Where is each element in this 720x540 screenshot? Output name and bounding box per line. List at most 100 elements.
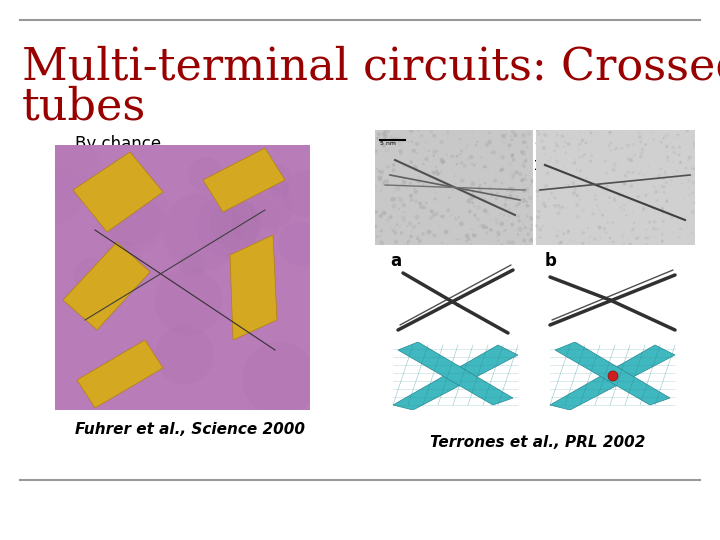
- Circle shape: [647, 236, 650, 240]
- Circle shape: [606, 221, 608, 224]
- Circle shape: [606, 172, 608, 174]
- Circle shape: [561, 191, 562, 192]
- Circle shape: [380, 141, 383, 144]
- Circle shape: [678, 145, 681, 149]
- Circle shape: [670, 141, 671, 143]
- Circle shape: [521, 151, 526, 156]
- Circle shape: [451, 167, 453, 169]
- Circle shape: [593, 218, 595, 220]
- Circle shape: [644, 194, 647, 197]
- Circle shape: [468, 199, 469, 200]
- Circle shape: [553, 196, 557, 200]
- Circle shape: [392, 141, 395, 144]
- Circle shape: [568, 185, 570, 186]
- Circle shape: [392, 137, 397, 141]
- Circle shape: [478, 226, 480, 227]
- Circle shape: [590, 141, 592, 142]
- Circle shape: [401, 177, 406, 182]
- Circle shape: [412, 148, 416, 153]
- Circle shape: [524, 226, 526, 229]
- Circle shape: [500, 182, 503, 184]
- Circle shape: [410, 231, 412, 232]
- Circle shape: [642, 180, 643, 181]
- Circle shape: [576, 169, 577, 171]
- Circle shape: [430, 231, 431, 232]
- Circle shape: [377, 139, 379, 140]
- Circle shape: [589, 241, 590, 242]
- Circle shape: [496, 191, 499, 194]
- Circle shape: [561, 134, 564, 138]
- Circle shape: [521, 178, 524, 182]
- Circle shape: [443, 160, 446, 163]
- Circle shape: [510, 240, 515, 245]
- Circle shape: [498, 233, 500, 236]
- Circle shape: [679, 161, 682, 164]
- Circle shape: [446, 131, 449, 134]
- Circle shape: [470, 243, 472, 245]
- Circle shape: [520, 179, 523, 183]
- Circle shape: [523, 177, 527, 181]
- Circle shape: [662, 163, 663, 164]
- Text: tubes: tubes: [22, 85, 146, 128]
- Circle shape: [477, 206, 481, 210]
- Circle shape: [548, 160, 549, 161]
- Circle shape: [556, 153, 557, 155]
- Circle shape: [594, 238, 595, 239]
- Circle shape: [440, 170, 443, 173]
- Circle shape: [409, 181, 412, 185]
- Circle shape: [503, 194, 507, 198]
- Circle shape: [684, 167, 688, 170]
- Circle shape: [495, 219, 498, 222]
- Circle shape: [670, 215, 674, 219]
- Circle shape: [585, 177, 588, 179]
- Circle shape: [422, 206, 426, 210]
- Circle shape: [424, 186, 426, 187]
- Circle shape: [555, 160, 559, 163]
- Circle shape: [468, 210, 472, 213]
- Circle shape: [496, 231, 500, 235]
- Circle shape: [544, 133, 547, 137]
- Circle shape: [392, 204, 396, 208]
- Circle shape: [624, 204, 626, 206]
- Circle shape: [556, 133, 559, 136]
- Circle shape: [640, 152, 644, 156]
- Circle shape: [589, 242, 590, 244]
- Circle shape: [495, 222, 498, 225]
- Circle shape: [459, 153, 462, 155]
- Circle shape: [413, 190, 418, 194]
- Circle shape: [485, 226, 488, 229]
- Circle shape: [382, 131, 387, 136]
- Circle shape: [692, 180, 696, 184]
- Circle shape: [456, 154, 459, 158]
- Circle shape: [446, 208, 450, 212]
- Circle shape: [384, 148, 388, 152]
- Circle shape: [610, 150, 612, 152]
- Circle shape: [557, 204, 559, 206]
- Circle shape: [455, 183, 456, 185]
- Circle shape: [629, 242, 632, 245]
- Circle shape: [418, 182, 420, 184]
- Circle shape: [660, 207, 664, 211]
- Circle shape: [418, 240, 421, 244]
- Circle shape: [608, 144, 611, 147]
- Circle shape: [420, 134, 423, 138]
- Circle shape: [516, 171, 518, 173]
- Circle shape: [647, 165, 649, 167]
- Circle shape: [575, 159, 576, 161]
- Circle shape: [541, 140, 544, 143]
- Circle shape: [546, 185, 548, 186]
- Circle shape: [581, 141, 582, 142]
- Circle shape: [623, 243, 626, 246]
- Circle shape: [631, 156, 633, 158]
- Circle shape: [465, 234, 469, 239]
- Circle shape: [428, 150, 430, 151]
- Circle shape: [576, 215, 580, 219]
- Circle shape: [543, 163, 547, 167]
- Circle shape: [381, 211, 385, 215]
- Circle shape: [497, 239, 500, 242]
- Circle shape: [520, 150, 523, 154]
- Text: Terrones et al., PRL 2002: Terrones et al., PRL 2002: [430, 435, 645, 450]
- Circle shape: [537, 190, 539, 192]
- Circle shape: [415, 214, 419, 219]
- Circle shape: [536, 190, 539, 193]
